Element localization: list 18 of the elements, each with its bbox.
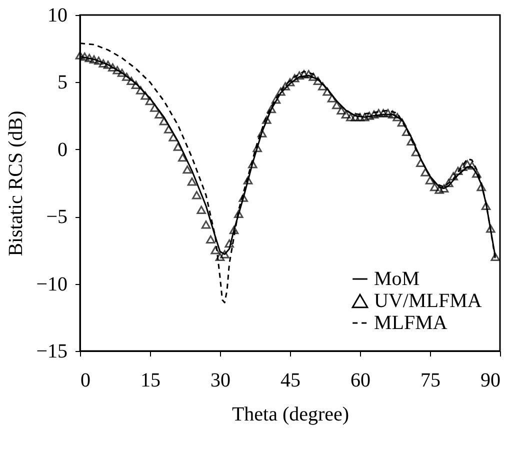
y-tick-label: −5 — [46, 206, 68, 228]
x-tick-label: 45 — [280, 370, 300, 392]
y-tick-label: −10 — [36, 273, 68, 296]
x-tick-label: 60 — [350, 370, 370, 392]
y-tick-label: −15 — [36, 340, 68, 362]
x-tick-label: 30 — [210, 370, 230, 392]
y-tick-label: 0 — [58, 138, 68, 161]
legend-label: MoM — [374, 268, 420, 290]
x-tick-label: 90 — [480, 370, 500, 392]
legend-label: UV/MLFMA — [374, 290, 482, 312]
x-axis-title: Theta (degree) — [232, 404, 350, 426]
x-tick-label: 15 — [140, 370, 160, 392]
y-tick-label: 10 — [48, 4, 68, 26]
y-tick-label: 5 — [58, 72, 68, 94]
x-tick-label: 0 — [80, 370, 90, 392]
x-tick-label: 75 — [420, 370, 440, 392]
legend-label: MLFMA — [374, 312, 448, 334]
y-axis-title: Bistatic RCS (dB) — [5, 110, 28, 256]
